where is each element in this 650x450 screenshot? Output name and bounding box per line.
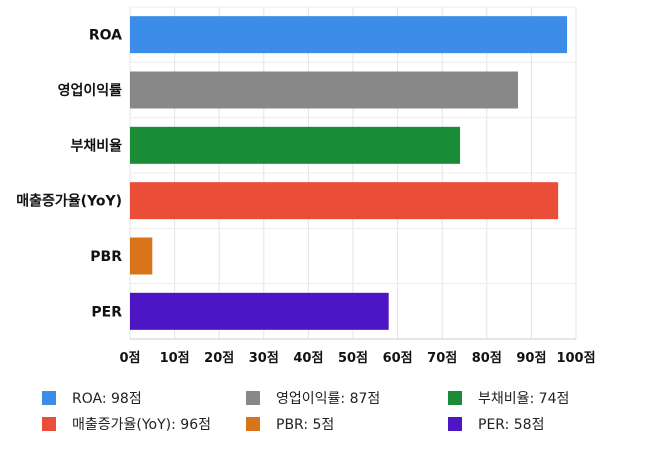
x-tick-label: 30점 [249,351,279,366]
category-label: 부채비율 [70,137,122,154]
legend-item: 부채비율: 74점 [448,388,569,408]
legend-swatch [42,417,56,431]
legend-item: 영업이익률: 87점 [246,388,380,408]
legend-item: ROA: 98점 [42,388,142,408]
legend-item: PER: 58점 [448,414,544,434]
legend-swatch [448,391,462,405]
legend-label: PBR: 5점 [276,417,335,433]
x-tick-label: 20점 [204,351,234,366]
x-tick-label: 70점 [427,351,457,366]
legend-swatch [448,417,462,431]
category-label: 매출증가율(YoY) [16,193,122,210]
x-tick-label: 60점 [383,351,413,366]
legend-label: 부채비율: 74점 [478,391,570,407]
category-label: PBR [90,249,122,265]
bar [130,237,153,275]
legend-label: 매출증가율(YoY): 96점 [72,417,211,433]
legend-item: 매출증가율(YoY): 96점 [42,414,211,434]
category-label: 영업이익률 [58,82,123,99]
x-tick-label: 0점 [119,351,140,366]
bar [130,16,568,54]
bar [130,182,559,220]
bar [130,126,461,164]
legend-swatch [246,417,260,431]
x-tick-label: 40점 [293,351,323,366]
bar [130,292,389,330]
x-tick-label: 100점 [556,351,595,366]
x-tick-label: 90점 [516,351,546,366]
legend-label: PER: 58점 [478,417,545,433]
legend-item: PBR: 5점 [246,414,334,434]
x-tick-label: 10점 [160,351,190,366]
category-label: ROA [89,28,122,44]
bar [130,71,519,109]
category-label: PER [91,304,122,320]
legend-label: ROA: 98점 [72,391,142,407]
legend-swatch [246,391,260,405]
legend-label: 영업이익률: 87점 [276,391,381,407]
x-tick-label: 80점 [472,351,502,366]
x-tick-label: 50점 [338,351,368,366]
legend-swatch [42,391,56,405]
